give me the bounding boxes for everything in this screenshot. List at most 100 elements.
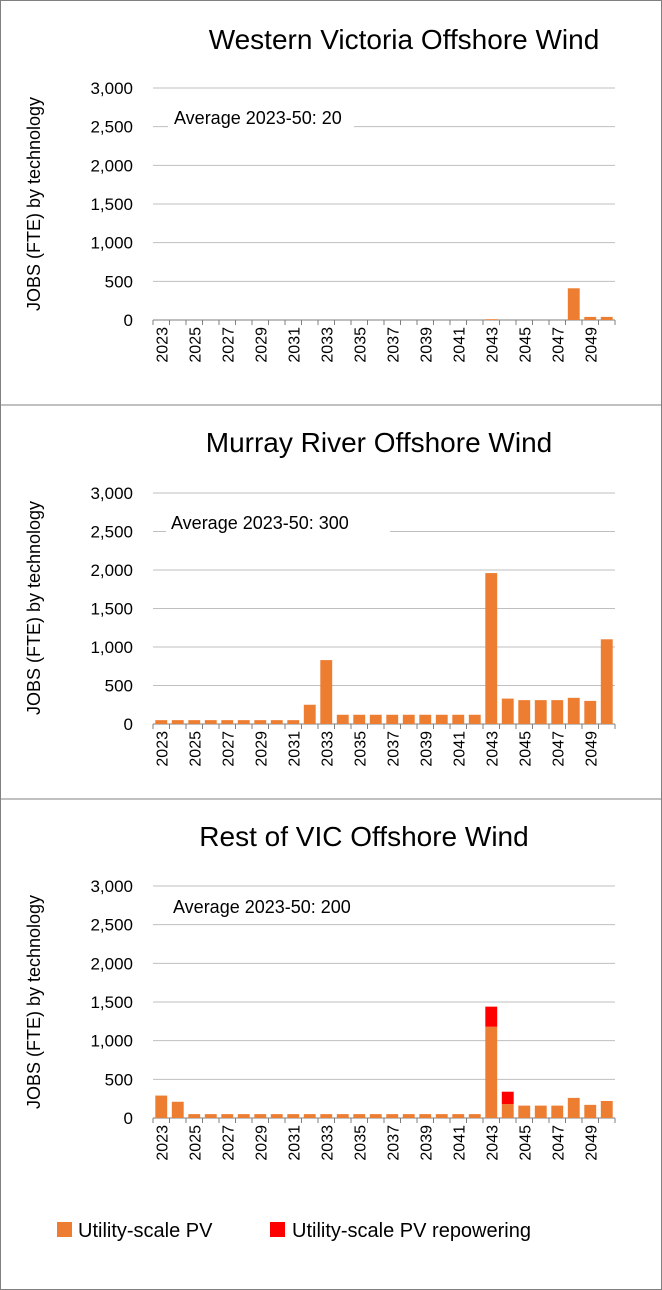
bar-2036-utility-scale-pv <box>369 1114 382 1118</box>
y-tick-label: 2,000 <box>90 954 133 973</box>
x-tick-label: 2023 <box>154 731 171 767</box>
bar-2040-utility-scale-pv <box>435 714 448 724</box>
y-tick-label: 3,000 <box>90 877 133 896</box>
x-tick-label: 2035 <box>352 731 369 767</box>
bar-2023-utility-scale-pv <box>155 720 168 724</box>
bar-2034-utility-scale-pv <box>336 714 349 724</box>
bar-2026-utility-scale-pv <box>204 720 217 724</box>
bar-2047-utility-scale-pv <box>551 700 564 724</box>
y-tick-label: 3,000 <box>90 484 133 503</box>
x-tick-label: 2027 <box>220 327 237 363</box>
gridlines <box>153 87 615 321</box>
y-tick-label: 1,000 <box>90 234 133 253</box>
bar-2026-utility-scale-pv <box>204 1114 217 1118</box>
bar-2040-utility-scale-pv <box>435 1114 448 1118</box>
x-tick-label: 2033 <box>319 1125 336 1161</box>
bar-2050-utility-scale-pv <box>600 639 613 724</box>
bar-2032-utility-scale-pv <box>303 704 316 724</box>
legend: Utility-scale PV Utility-scale PV repowe… <box>57 1220 531 1242</box>
bar-2036-utility-scale-pv <box>369 714 382 724</box>
bar-2030-utility-scale-pv <box>270 1114 283 1118</box>
chart-panel-rest-of-vic: Rest of VIC Offshore Wind JOBS (FTE) by … <box>24 821 616 1161</box>
y-tick-label: 2,000 <box>90 156 133 175</box>
y-tick-label: 500 <box>105 272 133 291</box>
x-tick-label: 2049 <box>583 731 600 767</box>
x-tick-label: 2045 <box>517 327 534 363</box>
legend-swatch-utility-scale-pv <box>57 1222 72 1237</box>
annotation-box <box>166 509 390 535</box>
bar-2044-utility-scale-pv <box>501 1104 514 1118</box>
x-tick-labels: 2023 2025 2027 2029 2031 2033 2035 2037 2039 2041… <box>154 327 600 363</box>
average-annotation: Average 2023-50: 20 <box>174 108 342 128</box>
bar-2024-utility-scale-pv <box>171 1101 184 1118</box>
bar-2032-utility-scale-pv <box>303 1114 316 1118</box>
bar-2042-utility-scale-pv <box>468 714 481 724</box>
x-tick-label: 2037 <box>385 731 402 767</box>
chart-panel-murray-river: Murray River Offshore Wind JOBS (FTE) by… <box>24 427 616 767</box>
bar-2044-utility-scale-pv <box>501 698 514 724</box>
x-tick-label: 2047 <box>550 1125 567 1161</box>
x-tick-label: 2035 <box>352 1125 369 1161</box>
bar-2034-utility-scale-pv <box>336 1114 349 1118</box>
y-axis-label: JOBS (FTE) by technology <box>24 895 44 1109</box>
chart-title: Rest of VIC Offshore Wind <box>199 821 528 852</box>
bar-2030-utility-scale-pv <box>270 720 283 724</box>
bar-2046-utility-scale-pv <box>534 1105 547 1118</box>
x-tick-label: 2039 <box>418 731 435 767</box>
chart-title: Western Victoria Offshore Wind <box>209 24 600 55</box>
x-tick-label: 2025 <box>187 327 204 363</box>
bar-2025-utility-scale-pv <box>188 720 201 724</box>
annotation-box <box>168 104 354 130</box>
x-tick-label: 2037 <box>385 327 402 363</box>
x-tick-label: 2043 <box>484 731 501 767</box>
y-tick-label: 1,500 <box>90 993 133 1012</box>
bar-2027-utility-scale-pv <box>221 1114 234 1118</box>
bar-2042-utility-scale-pv <box>468 1114 481 1118</box>
x-tick-label: 2043 <box>484 1125 501 1161</box>
chart-panel-western-victoria: Western Victoria Offshore Wind JOBS (FTE… <box>24 24 616 363</box>
bar-2044-utility-scale-pv-repowering <box>501 1091 514 1105</box>
y-tick-labels: 0 500 1,000 1,500 2,000 2,500 3,000 <box>90 79 133 330</box>
bar-2039-utility-scale-pv <box>419 714 432 724</box>
legend-label-utility-scale-pv: Utility-scale PV <box>78 1220 213 1242</box>
bar-2031-utility-scale-pv <box>287 720 300 724</box>
bar-2045-utility-scale-pv <box>518 1105 531 1118</box>
chart-title: Murray River Offshore Wind <box>206 427 552 458</box>
y-axis-label: JOBS (FTE) by technology <box>24 97 44 311</box>
bar-2050-utility-scale-pv <box>600 1100 613 1118</box>
legend-label-utility-scale-pv-repowering: Utility-scale PV repowering <box>292 1220 531 1242</box>
y-tick-label: 500 <box>105 677 133 696</box>
bar-2024-utility-scale-pv <box>171 720 184 724</box>
x-tick-label: 2039 <box>418 327 435 363</box>
y-tick-label: 1,500 <box>90 195 133 214</box>
x-tick-label: 2025 <box>187 1125 204 1161</box>
y-tick-label: 500 <box>105 1070 133 1089</box>
x-tick-label: 2025 <box>187 731 204 767</box>
bar-2031-utility-scale-pv <box>287 1114 300 1118</box>
x-tick-label: 2045 <box>517 731 534 767</box>
x-tick-label: 2047 <box>550 327 567 363</box>
bars <box>152 288 616 325</box>
x-tick-label: 2029 <box>253 731 270 767</box>
x-tick-label: 2049 <box>583 327 600 363</box>
bars <box>152 1006 616 1123</box>
y-tick-label: 2,500 <box>90 523 133 542</box>
bar-2037-utility-scale-pv <box>386 1114 399 1118</box>
y-axis-label: JOBS (FTE) by technology <box>24 501 44 715</box>
x-tick-label: 2041 <box>451 327 468 363</box>
bar-2028-utility-scale-pv <box>237 1114 250 1118</box>
bar-2038-utility-scale-pv <box>402 714 415 724</box>
bar-2043-utility-scale-pv <box>485 319 498 321</box>
x-tick-label: 2043 <box>484 327 501 363</box>
bar-2047-utility-scale-pv <box>551 1105 564 1118</box>
x-tick-label: 2031 <box>286 1125 303 1161</box>
y-tick-label: 1,000 <box>90 638 133 657</box>
x-tick-label: 2029 <box>253 1125 270 1161</box>
y-tick-label: 3,000 <box>90 79 133 98</box>
y-tick-labels: 0 500 1,000 1,500 2,000 2,500 3,000 <box>90 877 133 1128</box>
y-tick-label: 1,500 <box>90 600 133 619</box>
y-tick-label: 0 <box>124 311 133 330</box>
bar-2048-utility-scale-pv <box>567 1097 580 1118</box>
x-tick-label: 2029 <box>253 327 270 363</box>
